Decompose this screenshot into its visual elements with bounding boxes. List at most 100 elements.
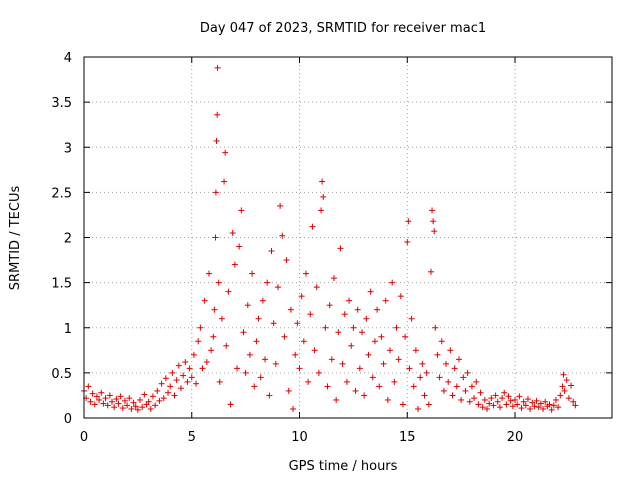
- data-point: [423, 369, 430, 376]
- data-point: [507, 397, 514, 404]
- data-point: [419, 360, 426, 367]
- data-point: [453, 383, 460, 390]
- data-point: [431, 228, 438, 235]
- data-point: [290, 405, 297, 412]
- data-point: [560, 371, 567, 378]
- data-point: [540, 405, 547, 412]
- data-point: [429, 207, 436, 214]
- data-point: [242, 369, 249, 376]
- data-point: [471, 395, 478, 402]
- data-point: [415, 405, 422, 412]
- tick-labels: 0 0.5 1 1.5 2 2.5 3 3.5 4 0 5 10 15 20: [51, 51, 523, 445]
- data-point: [208, 347, 215, 354]
- y-tick-label: 2: [64, 232, 72, 247]
- data-point: [531, 403, 538, 410]
- data-point: [213, 137, 220, 144]
- data-point: [184, 378, 191, 385]
- data-point: [488, 395, 495, 402]
- data-point: [281, 333, 288, 340]
- data-point: [212, 189, 219, 196]
- data-point: [130, 399, 137, 406]
- data-point: [190, 351, 197, 358]
- data-point: [279, 232, 286, 239]
- data-point: [524, 396, 531, 403]
- data-point: [382, 297, 389, 304]
- data-point: [359, 329, 366, 336]
- x-tick-label: 0: [80, 430, 88, 445]
- data-point: [259, 297, 266, 304]
- data-point: [300, 338, 307, 345]
- data-point: [537, 400, 544, 407]
- data-point: [121, 397, 128, 404]
- data-point: [186, 365, 193, 372]
- data-point: [365, 351, 372, 358]
- data-point: [307, 311, 314, 318]
- x-tick-label: 5: [188, 430, 196, 445]
- data-point: [311, 347, 318, 354]
- data-point: [154, 387, 161, 394]
- data-point: [352, 387, 359, 394]
- data-point: [436, 374, 443, 381]
- data-point: [490, 402, 497, 409]
- data-point: [214, 111, 221, 118]
- y-tick-label: 3: [64, 141, 72, 156]
- data-point: [440, 387, 447, 394]
- data-point: [262, 356, 269, 363]
- data-point: [145, 398, 152, 405]
- y-tick-label: 0.5: [51, 367, 72, 382]
- data-point: [417, 374, 424, 381]
- data-point: [546, 401, 553, 408]
- data-point: [535, 404, 542, 411]
- data-point: [330, 275, 337, 282]
- data-point: [160, 395, 167, 402]
- data-point: [292, 351, 299, 358]
- data-point: [249, 270, 256, 277]
- data-point: [305, 378, 312, 385]
- data-point: [212, 234, 219, 241]
- data-point: [298, 293, 305, 300]
- data-point: [149, 393, 156, 400]
- data-point: [229, 229, 236, 236]
- data-point: [548, 406, 555, 413]
- data-point: [277, 202, 284, 209]
- data-point: [244, 302, 251, 309]
- data-point: [492, 392, 499, 399]
- data-point: [222, 149, 229, 156]
- data-point: [404, 239, 411, 246]
- data-point: [302, 270, 309, 277]
- data-point: [384, 396, 391, 403]
- data-point: [501, 389, 508, 396]
- data-point: [106, 392, 113, 399]
- data-point: [296, 365, 303, 372]
- data-point: [473, 378, 480, 385]
- data-point: [124, 402, 131, 409]
- data-point: [223, 342, 230, 349]
- data-point: [283, 257, 290, 264]
- data-point: [522, 402, 529, 409]
- data-point: [238, 207, 245, 214]
- data-point: [195, 338, 202, 345]
- data-point: [294, 320, 301, 327]
- y-tick-label: 4: [64, 51, 72, 66]
- data-point: [434, 351, 441, 358]
- data-point: [405, 218, 412, 225]
- data-point: [552, 396, 559, 403]
- x-axis-label: GPS time / hours: [289, 459, 398, 474]
- data-point: [115, 400, 122, 407]
- data-point: [270, 320, 277, 327]
- data-point: [313, 284, 320, 291]
- data-points: [81, 64, 579, 413]
- data-point: [505, 393, 512, 400]
- data-point: [337, 245, 344, 252]
- data-point: [272, 360, 279, 367]
- y-tick-label: 1: [64, 322, 72, 337]
- data-point: [399, 401, 406, 408]
- data-point: [565, 395, 572, 402]
- data-point: [477, 389, 484, 396]
- data-point: [408, 315, 415, 322]
- data-point: [361, 392, 368, 399]
- data-point: [503, 401, 510, 408]
- data-point: [119, 405, 126, 412]
- data-point: [343, 378, 350, 385]
- data-point: [215, 279, 222, 286]
